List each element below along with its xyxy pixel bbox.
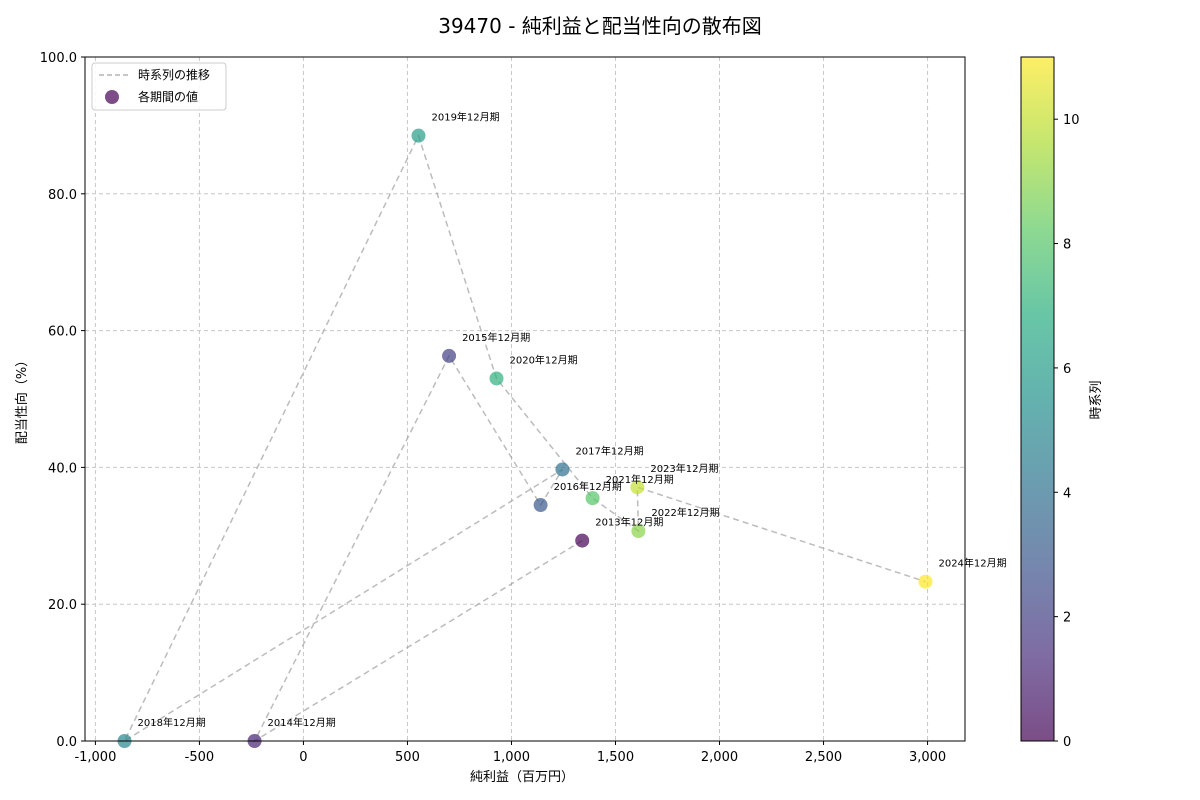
x-tick-label: -1,000 (74, 750, 116, 765)
colorbar-tick-label: 10 (1063, 113, 1080, 128)
data-point (631, 524, 646, 539)
legend-marker-label: 各期間の値 (138, 89, 198, 104)
colorbar-tick-label: 2 (1063, 611, 1071, 626)
point-label: 2014年12月期 (268, 716, 336, 729)
x-tick-label: 1,500 (597, 750, 634, 765)
point-label: 2022年12月期 (651, 506, 719, 519)
data-point (575, 533, 590, 548)
colorbar-ticks: 0 2 4 6 8 10 (1054, 113, 1080, 750)
x-tick-label: 3,000 (909, 750, 946, 765)
x-tick-label: 2,500 (805, 750, 842, 765)
x-tick-label: 2,000 (701, 750, 738, 765)
data-point (411, 128, 426, 143)
point-label: 2024年12月期 (938, 557, 1006, 570)
trend-line (122, 133, 926, 744)
x-tick-label: 0 (299, 750, 307, 765)
colorbar-label: 時系列 (1089, 380, 1104, 419)
point-label: 2019年12月期 (431, 111, 499, 124)
grid-lines (85, 56, 965, 742)
y-tick-label: 20.0 (48, 598, 77, 613)
y-tick-label: 80.0 (48, 188, 77, 203)
x-axis-ticks: -1,000 -500 0 500 1,000 1,500 2,000 2,500 3,000 (74, 741, 946, 765)
colorbar: 0 2 4 6 8 10 時系列 (1020, 56, 1104, 750)
colorbar-tick-label: 8 (1063, 238, 1071, 253)
y-tick-label: 100.0 (40, 51, 77, 66)
time-series-path (122, 133, 926, 744)
y-axis-label: 配当性向（%） (14, 354, 30, 444)
data-point (585, 491, 600, 506)
y-tick-label: 40.0 (48, 461, 77, 476)
y-axis-ticks: 0.0 20.0 40.0 60.0 80.0 100.0 (40, 51, 85, 750)
point-label: 2020年12月期 (509, 353, 577, 366)
data-point (533, 498, 548, 513)
colorbar-tick-label: 0 (1063, 735, 1071, 750)
data-point (918, 574, 933, 589)
x-tick-label: 500 (395, 750, 420, 765)
colorbar-tick-label: 6 (1063, 362, 1071, 377)
point-label: 2021年12月期 (606, 473, 674, 486)
point-label: 2017年12月期 (575, 444, 643, 457)
point-label: 2016年12月期 (554, 480, 622, 493)
point-label: 2023年12月期 (650, 462, 718, 475)
legend: 時系列の推移 各期間の値 (91, 62, 227, 111)
x-tick-label: -500 (185, 750, 215, 765)
point-label: 2018年12月期 (138, 716, 206, 729)
colorbar-frame (1020, 56, 1055, 742)
point-label: 2015年12月期 (462, 331, 530, 344)
x-tick-label: 1,000 (493, 750, 530, 765)
chart-title: 39470 - 純利益と配当性向の散布図 (438, 14, 762, 38)
legend-marker-icon (105, 90, 119, 104)
x-axis-label: 純利益（百万円） (470, 770, 574, 785)
data-point (555, 462, 570, 477)
data-point (489, 371, 504, 386)
colorbar-gradient (1021, 57, 1054, 741)
y-tick-label: 0.0 (56, 735, 77, 750)
colorbar-tick-label: 4 (1063, 486, 1071, 501)
point-labels: 2013年12月期 2014年12月期 2015年12月期 2016年12月期 2017… (138, 111, 1007, 729)
data-point (630, 480, 645, 495)
data-point (442, 348, 457, 363)
plot-frame (84, 56, 966, 742)
y-tick-label: 60.0 (48, 325, 77, 340)
data-points (117, 128, 933, 748)
point-label: 2013年12月期 (595, 516, 663, 529)
legend-line-label: 時系列の推移 (138, 68, 210, 82)
